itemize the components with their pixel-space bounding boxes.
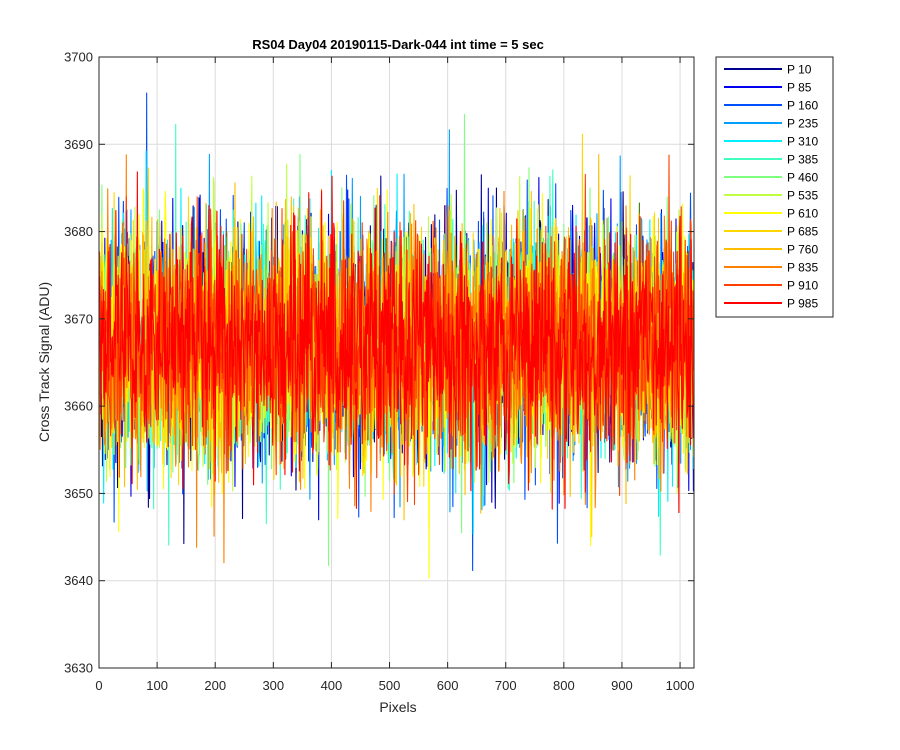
x-axis-label: Pixels xyxy=(379,699,416,715)
legend-entry-label: P 10 xyxy=(787,63,812,77)
series-line-p-985 xyxy=(98,171,694,514)
x-tick-label: 100 xyxy=(146,678,168,693)
x-tick-label: 300 xyxy=(262,678,284,693)
x-tick-label: 700 xyxy=(495,678,517,693)
legend-entry-label: P 235 xyxy=(787,117,818,131)
legend-entry-label: P 160 xyxy=(787,99,818,113)
y-tick-label: 3660 xyxy=(64,399,93,414)
y-tick-label: 3700 xyxy=(64,50,93,65)
series-group xyxy=(98,92,694,579)
y-tick-label: 3670 xyxy=(64,311,93,326)
plot-area: 0 100 200 300 400 500 600 700 800 900 1000 3630 3640… xyxy=(64,50,694,694)
legend-entry-label: P 460 xyxy=(787,171,818,185)
y-tick-label: 3690 xyxy=(64,137,93,152)
legend-entry-label: P 985 xyxy=(787,297,818,311)
legend: P 10 P 85 P 160 P 235 P 310 P 385 P 460 P 535 P … xyxy=(715,56,834,318)
x-tick-label: 600 xyxy=(437,678,459,693)
legend-entry-label: P 835 xyxy=(787,261,818,275)
x-tick-label: 0 xyxy=(95,678,102,693)
legend-box xyxy=(715,56,834,318)
legend-entry-label: P 760 xyxy=(787,243,818,257)
y-axis-label: Cross Track Signal (ADU) xyxy=(36,282,52,442)
axis-ticks: 0 100 200 300 400 500 600 700 800 900 1000 3630 3640… xyxy=(64,50,694,694)
y-tick-label: 3680 xyxy=(64,224,93,239)
legend-entry-label: P 310 xyxy=(787,135,818,149)
legend-entry-label: P 535 xyxy=(787,189,818,203)
legend-entry-label: P 910 xyxy=(787,279,818,293)
chart-title: RS04 Day04 20190115-Dark-044 int time = … xyxy=(252,37,544,52)
x-tick-label: 400 xyxy=(321,678,343,693)
legend-entry-label: P 85 xyxy=(787,81,812,95)
x-tick-label: 900 xyxy=(611,678,633,693)
y-tick-label: 3650 xyxy=(64,486,93,501)
legend-entry-label: P 385 xyxy=(787,153,818,167)
y-tick-label: 3640 xyxy=(64,573,93,588)
x-tick-label: 500 xyxy=(379,678,401,693)
x-tick-label: 1000 xyxy=(666,678,695,693)
x-tick-label: 800 xyxy=(553,678,575,693)
legend-entry-label: P 610 xyxy=(787,207,818,221)
series-line-p-910 xyxy=(98,154,694,506)
legend-entry-label: P 685 xyxy=(787,225,818,239)
x-tick-label: 200 xyxy=(204,678,226,693)
axes-box xyxy=(98,56,695,669)
y-tick-label: 3630 xyxy=(64,661,93,676)
